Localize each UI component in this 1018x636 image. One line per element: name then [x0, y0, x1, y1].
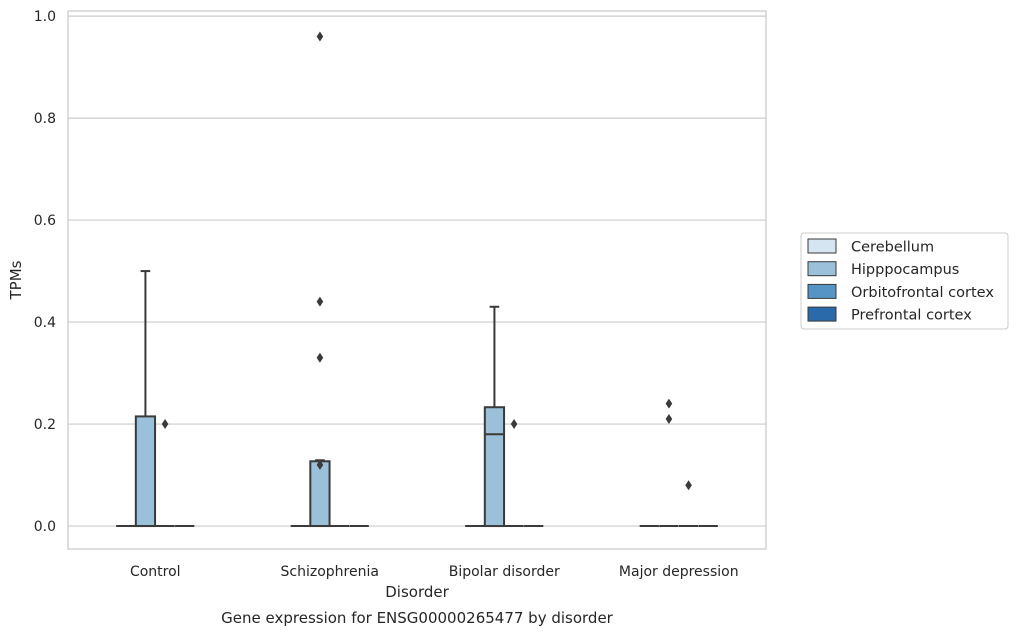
outlier-point: [316, 296, 324, 307]
x-tick-label: Schizophrenia: [281, 564, 379, 580]
y-tick-label: 0.2: [34, 417, 56, 433]
x-axis-title: Disorder: [385, 583, 449, 601]
y-tick-labels: 0.0 0.2 0.4 0.6 0.8 1.0: [34, 9, 56, 535]
legend-label: Hipppocampus: [851, 262, 959, 278]
legend: Cerebellum Hipppocampus Orbitofrontal cort…: [800, 232, 1009, 330]
box-body: [309, 460, 331, 528]
y-tick-label: 0.0: [34, 519, 56, 535]
outlier-point: [161, 419, 169, 430]
box-hipppocampus: [483, 305, 506, 528]
legend-label: Prefrontal cortex: [851, 308, 972, 324]
legend-label: Cerebellum: [851, 240, 934, 256]
outlier-point: [316, 459, 324, 470]
box-hipppocampus: [659, 398, 679, 528]
outlier-point: [685, 480, 692, 491]
plot-frame: [67, 10, 767, 550]
legend-items: Cerebellum Hipppocampus Orbitofrontal cort…: [807, 238, 994, 324]
outlier-point: [316, 31, 324, 42]
outlier-point: [665, 413, 673, 424]
x-tick-label: Control: [130, 564, 181, 580]
box-orbitofrontal-cortex: [155, 419, 175, 528]
box-plot-series: [116, 31, 718, 528]
legend-swatch: [807, 283, 837, 299]
outlier-point: [665, 398, 673, 409]
box-hipppocampus: [309, 31, 331, 528]
y-tick-label: 0.6: [34, 213, 56, 229]
outlier-point: [316, 352, 324, 363]
x-tick-label: Major depression: [619, 564, 739, 580]
x-tick-label: Bipolar disorder: [449, 564, 560, 580]
legend-label: Orbitofrontal cortex: [851, 285, 994, 301]
x-tick-labels: Control Schizophrenia Bipolar disorder Majo…: [130, 564, 739, 580]
legend-swatch: [807, 238, 837, 254]
box-hipppocampus: [134, 270, 157, 528]
box-orbitofrontal-cortex: [678, 480, 699, 528]
box-orbitofrontal-cortex: [504, 419, 524, 528]
legend-swatch: [807, 306, 837, 322]
y-tick-label: 0.4: [34, 315, 56, 331]
grid-lines: [68, 15, 766, 527]
y-axis-title: TPMs: [7, 260, 25, 300]
legend-frame: [800, 232, 1009, 330]
legend-swatch: [807, 261, 837, 277]
chart-caption: Gene expression for ENSG00000265477 by d…: [221, 609, 614, 627]
box-body: [134, 415, 157, 528]
box-body: [483, 406, 506, 528]
outlier-point: [510, 419, 518, 430]
y-tick-label: 0.8: [34, 111, 56, 127]
y-tick-label: 1.0: [34, 9, 56, 25]
